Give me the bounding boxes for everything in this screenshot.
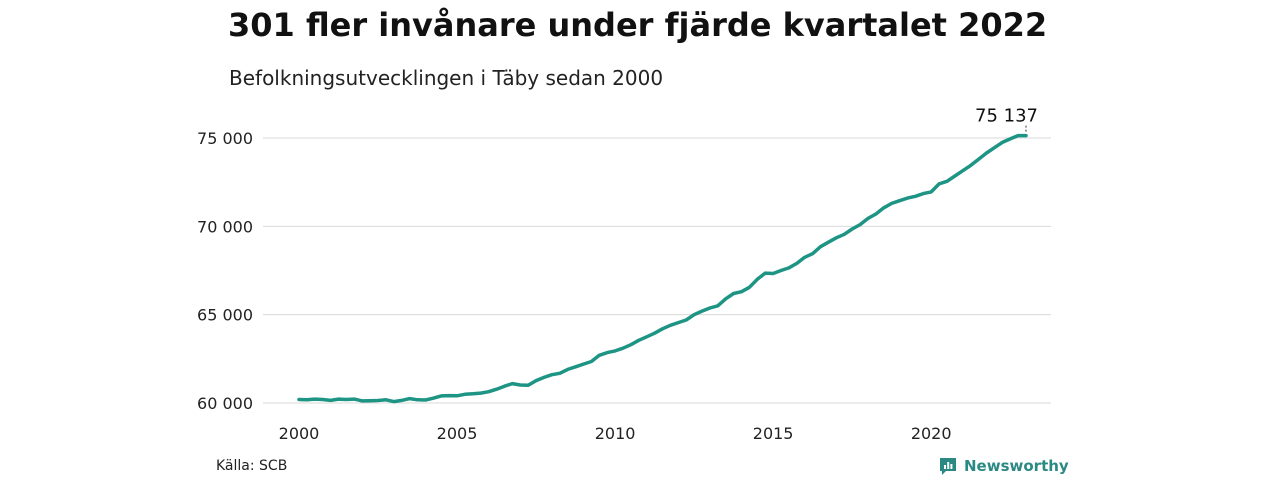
x-axis-ticks: 2000 2005 2010 2015 2020: [279, 424, 952, 443]
end-value-label: 75 137: [975, 106, 1038, 127]
series-layer: [297, 133, 1028, 404]
y-tick-label: 70 000: [197, 217, 253, 236]
source-note: Källa: SCB: [216, 458, 288, 474]
grid-lines: [263, 137, 1051, 404]
x-tick-label: 2005: [437, 424, 478, 443]
brand-name: Newsworthy: [964, 457, 1069, 475]
y-tick-label: 65 000: [197, 306, 253, 325]
x-tick-label: 2010: [595, 424, 636, 443]
brand-logo: Newsworthy: [938, 456, 1069, 476]
y-tick-label: 60 000: [197, 394, 253, 413]
chart-subtitle: Befolkningsutvecklingen i Täby sedan 200…: [229, 66, 664, 90]
newsworthy-logo-icon: [940, 458, 956, 475]
x-tick-label: 2015: [753, 424, 794, 443]
series-line-0: [297, 133, 1028, 404]
x-tick-label: 2000: [279, 424, 320, 443]
chart-title: 301 fler invånare under fjärde kvartalet…: [228, 6, 1048, 44]
annotation-layer: 75 137: [975, 106, 1038, 132]
x-tick-label: 2020: [911, 424, 952, 443]
y-axis-ticks: 60 000 65 000 70 000 75 000: [197, 129, 253, 413]
y-tick-label: 75 000: [197, 129, 253, 148]
